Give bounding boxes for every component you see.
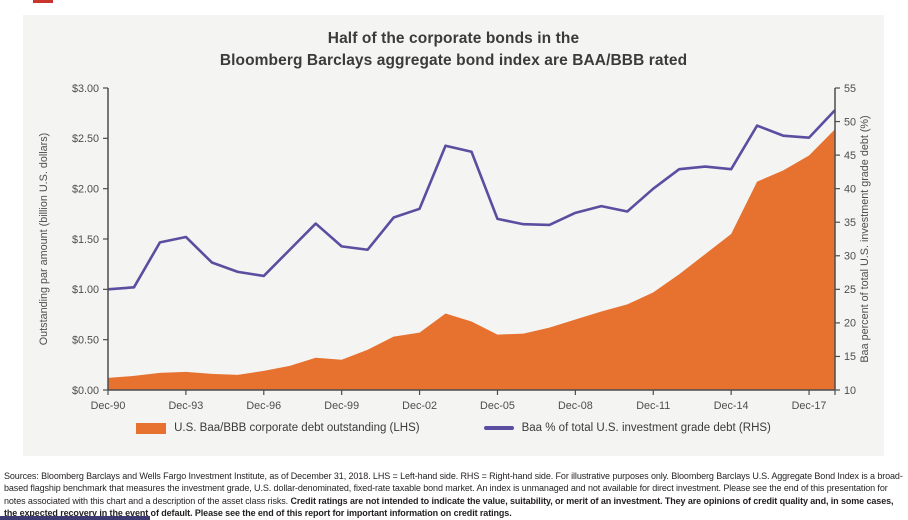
- top-left-red-mark: [33, 0, 53, 3]
- footnote-sources: Sources: Bloomberg Barclays and Wells Fa…: [4, 471, 903, 506]
- footnote-credit-ratings: Credit ratings are not intended to indic…: [4, 495, 894, 519]
- left-axis-tick-label: $1.50: [72, 234, 99, 246]
- chart-title: Half of the corporate bonds in the Bloom…: [23, 28, 884, 71]
- right-axis-tick-label: 45: [844, 150, 856, 162]
- x-axis-tick-label: Dec-96: [246, 400, 281, 412]
- right-axis-tick-label: 15: [844, 351, 856, 363]
- x-axis-tick-label: Dec-02: [402, 400, 437, 412]
- x-axis-tick-label: Dec-90: [91, 400, 126, 412]
- line-series: [107, 109, 836, 291]
- left-axis-tick-label: $2.50: [72, 133, 99, 145]
- right-axis-tick-label: 20: [844, 318, 856, 330]
- x-axis-tick-label: Dec-08: [558, 400, 593, 412]
- right-axis-tick-label: 55: [844, 83, 856, 95]
- x-axis-tick-label: Dec-05: [480, 400, 515, 412]
- legend-label-area: U.S. Baa/BBB corporate debt outstanding …: [174, 422, 420, 434]
- area-series: [108, 129, 835, 391]
- left-axis-tick-label: $2.00: [72, 183, 99, 195]
- x-axis-tick-label: Dec-14: [714, 400, 749, 412]
- right-axis-tick-label: 10: [844, 385, 856, 397]
- left-axis-tick-label: $0.50: [72, 334, 99, 346]
- legend-item-area: U.S. Baa/BBB corporate debt outstanding …: [136, 422, 420, 434]
- chart-canvas: $0.00 $0.50 $1.00 $1.50 $2.00 $2.50 $3.00 10 15 2…: [38, 83, 871, 412]
- legend-label-line: Baa % of total U.S. investment grade deb…: [521, 422, 771, 434]
- x-axis-tick-label: Dec-99: [324, 400, 359, 412]
- x-axis-tick-label: Dec-93: [168, 400, 203, 412]
- footnote: Sources: Bloomberg Barclays and Wells Fa…: [4, 470, 904, 520]
- x-axis-tick-label: Dec-17: [792, 400, 827, 412]
- right-axis-label: Baa percent of total U.S. investment gra…: [859, 115, 871, 362]
- left-axis-label: Outstanding par amount (billion U.S. dol…: [38, 133, 50, 345]
- right-axis-tick-label: 40: [844, 183, 856, 195]
- area-series-swatch: [136, 422, 167, 434]
- left-axis-tick-label: $3.00: [72, 83, 99, 95]
- left-axis-tick-label: $0.00: [72, 385, 99, 397]
- left-axis-tick-label: $1.00: [72, 284, 99, 296]
- chart-title-line-1: Half of the corporate bonds in the: [327, 30, 580, 47]
- legend-item-line: Baa % of total U.S. investment grade deb…: [483, 422, 771, 434]
- bottom-accent-bar: [0, 516, 150, 520]
- x-axis-tick-label: Dec-11: [636, 400, 670, 412]
- right-axis-tick-label: 25: [844, 284, 856, 296]
- line-series-swatch: [483, 426, 514, 430]
- right-axis-tick-label: 50: [844, 116, 856, 128]
- right-axis-tick-label: 30: [844, 251, 856, 263]
- legend: U.S. Baa/BBB corporate debt outstanding …: [23, 422, 884, 434]
- chart-panel: Half of the corporate bonds in the Bloom…: [23, 15, 884, 456]
- chart-title-line-2: Bloomberg Barclays aggregate bond index …: [219, 51, 688, 69]
- right-axis-tick-label: 35: [844, 217, 856, 229]
